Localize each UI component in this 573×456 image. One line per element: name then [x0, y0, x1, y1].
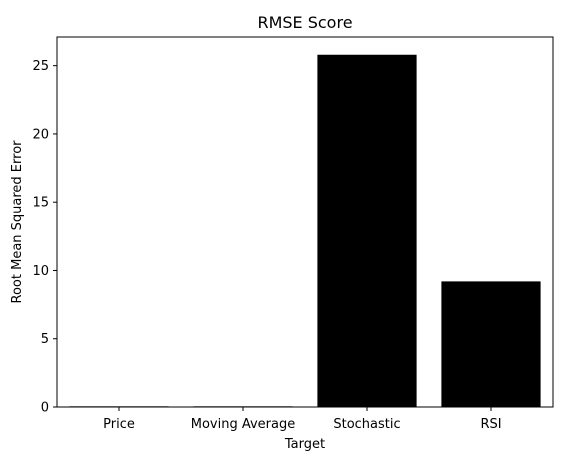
x-tick-label: Moving Average	[191, 417, 295, 432]
plot-frame	[56, 36, 554, 408]
bar-stochastic	[317, 54, 417, 407]
y-axis-label: Root Mean Squared Error	[10, 140, 25, 304]
x-tick-label: Stochastic	[333, 417, 400, 432]
y-axis-ticks: 0 5 10 15 20 25	[32, 59, 57, 416]
y-tick-label: 20	[32, 127, 49, 142]
x-axis-ticks: Price Moving Average Stochastic RSI	[103, 407, 502, 432]
y-tick-label: 0	[41, 401, 49, 416]
bar-rsi	[441, 281, 541, 407]
y-tick-label: 15	[32, 196, 49, 211]
x-axis-label: Target	[284, 437, 325, 452]
chart-title: RMSE Score	[257, 13, 352, 32]
x-tick-label: RSI	[480, 417, 501, 432]
y-tick-label: 5	[41, 332, 49, 347]
bars-group	[69, 54, 541, 407]
y-tick-label: 10	[32, 264, 49, 279]
y-tick-label: 25	[32, 59, 49, 74]
x-tick-label: Price	[103, 417, 135, 432]
